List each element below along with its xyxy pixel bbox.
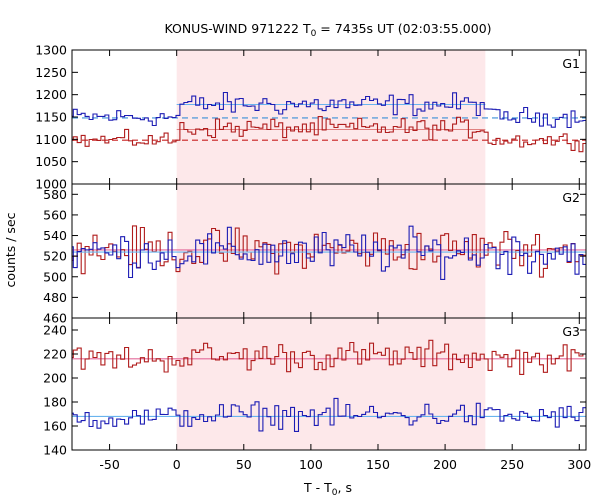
panel-g3: 140 160 180 200 220 240 G3	[43, 317, 587, 458]
y-tick-label: 180	[43, 395, 67, 410]
y-tick-label: 1000	[35, 177, 67, 192]
plot-area	[72, 339, 586, 432]
y-tick-label: 540	[43, 228, 67, 243]
y-tick-label: 1300	[35, 43, 67, 58]
y-tick-label: 160	[43, 419, 67, 434]
series-1-histogram	[72, 397, 586, 432]
series-0-histogram	[72, 339, 586, 375]
y-tick-label: 580	[43, 187, 67, 202]
y-tick-label: 500	[43, 269, 67, 284]
burst-interval-band	[176, 318, 486, 450]
series-0-histogram	[72, 225, 586, 278]
panel-label: G3	[562, 324, 580, 339]
x-tick-label: 100	[299, 457, 323, 472]
series-0-histogram	[72, 91, 586, 129]
x-axis-label: T - T0, s	[303, 480, 352, 498]
panels: 1000105011001150120012501300G14604805005…	[35, 43, 591, 473]
x-tick-label: 0	[173, 457, 181, 472]
y-tick-label: 1200	[35, 87, 67, 102]
y-tick-label: 520	[43, 249, 67, 264]
burst-interval-band	[176, 50, 486, 184]
x-tick-label: 300	[567, 457, 591, 472]
series-1-histogram	[72, 116, 586, 153]
x-tick-label: 50	[236, 457, 252, 472]
y-tick-label: 560	[43, 207, 67, 222]
panel-label: G1	[562, 56, 580, 71]
y-tick-label: 140	[43, 443, 67, 458]
y-tick-label: 220	[43, 347, 67, 362]
plot-area	[72, 91, 586, 153]
x-tick-label: -50	[99, 457, 119, 472]
x-tick-label: 200	[433, 457, 457, 472]
panel-g1: 1000 1050 1100 1150 1200 1250 1300 G1	[35, 43, 587, 192]
series-1-histogram	[72, 225, 586, 280]
y-tick-label: 480	[43, 290, 67, 305]
x-tick-label: 150	[366, 457, 390, 472]
burst-interval-band	[176, 184, 486, 318]
panel-frame	[71, 317, 587, 451]
panel-label: G2	[562, 190, 580, 205]
y-tick-label: 460	[43, 311, 67, 326]
y-tick-label: 1150	[35, 110, 67, 125]
panel-g2: 460 480 500 520 540 560 580 G2	[43, 183, 587, 326]
y-axis-label: counts / sec	[3, 212, 18, 287]
y-tick-label: 1250	[35, 65, 67, 80]
y-tick-label: 240	[43, 323, 67, 338]
y-tick-label: 1100	[35, 132, 67, 147]
plot-area	[72, 225, 586, 280]
chart-title: KONUS-WIND 971222 T0 = 7435s UT (02:03:5…	[164, 21, 491, 39]
x-tick-label: 250	[500, 457, 524, 472]
y-tick-label: 200	[43, 371, 67, 386]
y-tick-label: 1050	[35, 154, 67, 169]
